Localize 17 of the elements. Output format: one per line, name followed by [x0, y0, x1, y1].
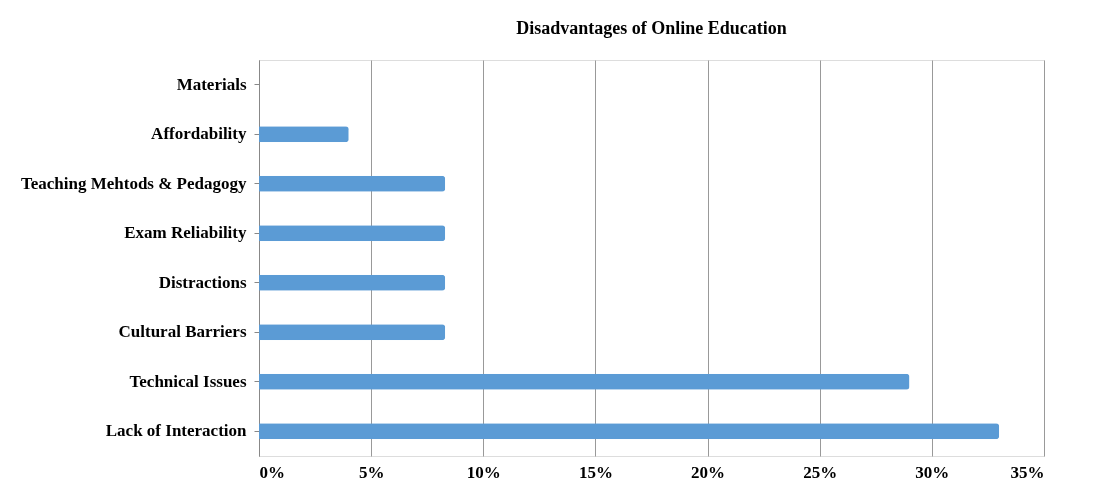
x-tick-label: 5%: [358, 462, 385, 482]
y-tick-label: Affordability: [151, 124, 247, 144]
x-tick-label: 35%: [1010, 462, 1045, 482]
y-tick-label: Cultural Barriers: [118, 322, 247, 342]
y-tick-label: Teaching Mehtods & Pedagogy: [20, 173, 247, 193]
y-tick-label: Exam Reliability: [124, 223, 247, 243]
x-tick-label: 0%: [259, 462, 285, 482]
x-tick-label: 25%: [803, 462, 838, 482]
y-tick-label: Distractions: [158, 272, 247, 292]
x-tick-label: 30%: [915, 462, 950, 482]
x-tick-label: 10%: [466, 462, 501, 482]
y-tick-label: Technical Issues: [129, 371, 247, 391]
y-tick-label: Lack of Interaction: [105, 421, 248, 441]
x-tick-label: 20%: [691, 462, 726, 482]
y-tick-label: Materials: [176, 74, 247, 94]
x-tick-label: 15%: [578, 462, 613, 482]
chart-title: Disadvantages of Online Education: [516, 18, 787, 38]
